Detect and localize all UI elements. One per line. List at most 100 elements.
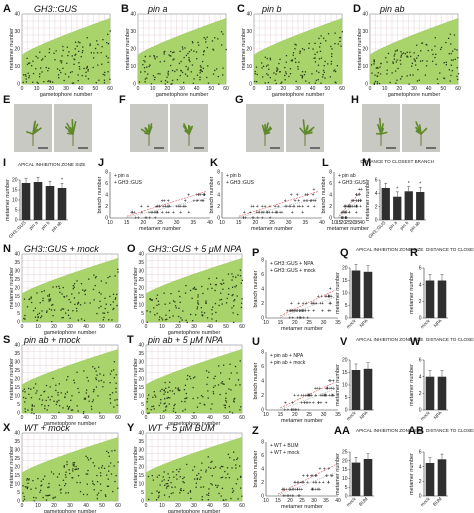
branch-dot	[222, 67, 224, 69]
branch-dot	[202, 486, 205, 488]
branch-dot	[452, 50, 454, 52]
branch-dot	[159, 316, 161, 318]
branch-dot	[43, 290, 45, 292]
data-point: +	[156, 210, 159, 216]
branch-dot	[324, 77, 326, 79]
data-point: +	[345, 210, 348, 216]
x-axis-label: metamer number	[327, 226, 369, 232]
branch-dot	[108, 319, 110, 321]
branch-dot	[155, 297, 158, 300]
branch-dot	[291, 59, 293, 61]
branch-dot	[88, 400, 90, 402]
branch-dot	[225, 302, 228, 304]
branch-dot	[164, 484, 166, 486]
data-point: +	[202, 198, 205, 204]
y-tick-label: 0	[345, 408, 348, 414]
branch-dot	[400, 78, 402, 80]
branch-dot	[395, 70, 397, 72]
category-label-1: NPA	[359, 318, 370, 329]
data-point: +	[328, 294, 331, 300]
branch-dot	[104, 74, 106, 76]
branch-dot	[267, 64, 269, 66]
branch-dot	[284, 66, 286, 69]
data-point: +	[184, 198, 187, 204]
data-point: +	[165, 210, 168, 216]
data-point: +	[348, 210, 351, 216]
data-point: +	[311, 487, 314, 493]
branch-dot	[37, 82, 39, 84]
branch-dot	[163, 51, 165, 53]
branch-dot	[456, 75, 458, 78]
data-point: +	[288, 487, 291, 493]
data-point: +	[327, 294, 330, 300]
y-axis-label: branch number	[253, 450, 259, 487]
y-tick-label: 30	[138, 360, 144, 366]
data-point: +	[314, 487, 317, 493]
data-point: +	[242, 216, 245, 222]
branch-dot	[102, 319, 104, 321]
x-tick-label: 40	[83, 415, 89, 421]
y-axis-label: metamer number	[9, 446, 15, 488]
x-tick-label: 10	[263, 498, 269, 504]
x-axis-label: metamer number	[281, 326, 323, 332]
branch-dot	[68, 406, 71, 408]
data-point: +	[331, 393, 334, 399]
data-point: +	[343, 210, 346, 216]
panel-label-h: H	[351, 94, 359, 106]
branch-dot	[61, 317, 63, 319]
branch-dot	[109, 295, 111, 298]
y-tick-label: 4	[375, 191, 378, 197]
branch-dot	[151, 475, 153, 477]
branch-dot	[232, 286, 234, 288]
branch-dot	[64, 474, 67, 476]
y-tick-label: 20	[138, 286, 144, 292]
data-point: +	[311, 301, 314, 307]
data-point: +	[307, 204, 310, 210]
branch-dot	[69, 472, 71, 475]
data-point: +	[343, 210, 346, 216]
x-tick-label: 15	[124, 220, 130, 226]
branch-dot	[330, 45, 332, 48]
branch-dot	[167, 396, 169, 399]
branch-dot	[290, 60, 292, 62]
branch-dot	[276, 67, 278, 69]
significance-star: *	[396, 186, 398, 192]
branch-dot	[72, 464, 74, 466]
data-point: +	[344, 216, 347, 222]
data-point: +	[316, 487, 319, 493]
data-point: +	[293, 308, 296, 314]
data-point: +	[294, 480, 297, 486]
data-point: +	[289, 308, 292, 314]
branch-dot	[206, 36, 208, 38]
x-tick-label: 60	[239, 415, 245, 421]
y-tick-label: 30	[138, 448, 144, 454]
branch-dot	[391, 72, 393, 74]
branch-dot	[144, 71, 146, 73]
data-point: +	[306, 393, 309, 399]
branch-dot	[231, 307, 233, 309]
branch-dot	[22, 500, 24, 502]
branch-dot	[109, 402, 112, 404]
data-point: +	[303, 308, 306, 314]
branch-dot	[172, 59, 174, 61]
y-tick-label: 40	[14, 431, 20, 437]
data-point: +	[261, 216, 264, 222]
branch-dot	[203, 403, 205, 406]
category-label-1: BUM	[358, 496, 369, 507]
branch-dot	[63, 465, 65, 467]
moss-leaf	[416, 129, 422, 135]
branch-dot	[228, 388, 230, 390]
data-point: +	[130, 210, 133, 216]
x-tick-label: 50	[223, 324, 229, 330]
branch-dot	[193, 466, 196, 468]
panel-label-j: J	[98, 157, 104, 169]
y-tick-label: 10	[246, 64, 252, 70]
branch-dot	[220, 31, 223, 33]
data-point: +	[313, 187, 316, 193]
branch-dot	[78, 292, 80, 294]
branch-dot	[177, 389, 180, 391]
branch-dot	[380, 62, 382, 65]
branch-dot	[174, 70, 176, 73]
branch-dot	[83, 370, 85, 372]
data-point: +	[317, 400, 320, 406]
